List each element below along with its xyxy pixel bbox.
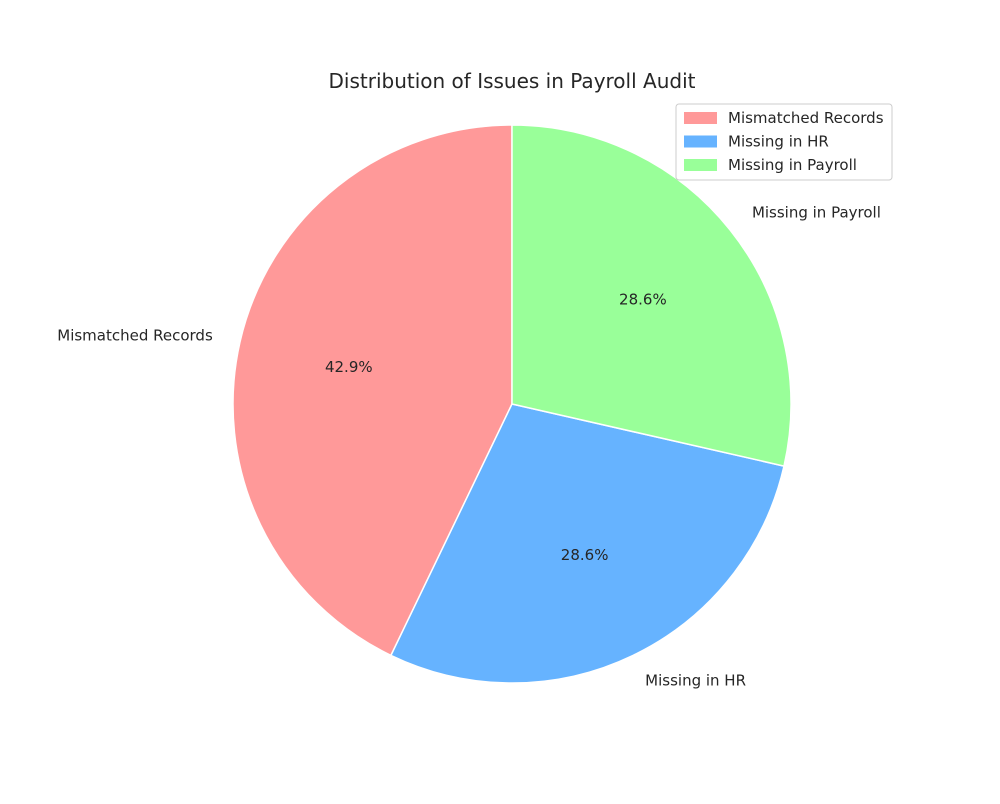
percent-label-missing-in-payroll: 28.6% [619, 291, 667, 309]
legend-frame [675, 103, 893, 181]
slice-label-missing-in-payroll: Missing in Payroll [752, 204, 881, 222]
slice-labels: Mismatched Records Missing in HR Missing i… [57, 204, 881, 690]
slice-label-mismatched-records: Mismatched Records [57, 327, 213, 345]
pie-slice-missing-in-payroll [511, 124, 792, 467]
pie-slice-missing-in-hr [390, 403, 785, 684]
legend-label-mismatched-records: Mismatched Records [728, 109, 884, 127]
pie-slice-mismatched-records [232, 124, 513, 657]
percent-label-missing-in-hr: 28.6% [561, 546, 609, 564]
legend-swatch-missing-in-payroll [684, 159, 717, 171]
legend-label-missing-in-hr: Missing in HR [728, 133, 829, 151]
legend-swatch-mismatched-records [684, 112, 717, 124]
percent-labels: 42.9% 28.6% 28.6% [325, 291, 667, 564]
legend-swatch-missing-in-hr [684, 135, 717, 148]
chart-title: Distribution of Issues in Payroll Audit [329, 69, 696, 93]
pie-slices [232, 124, 792, 684]
percent-label-mismatched-records: 42.9% [325, 358, 373, 376]
legend-label-missing-in-payroll: Missing in Payroll [728, 156, 857, 174]
legend-entries: Mismatched Records Missing in HR Missing i… [684, 109, 884, 174]
slice-label-missing-in-hr: Missing in HR [645, 672, 746, 690]
legend: Mismatched Records Missing in HR Missing i… [675, 103, 893, 181]
